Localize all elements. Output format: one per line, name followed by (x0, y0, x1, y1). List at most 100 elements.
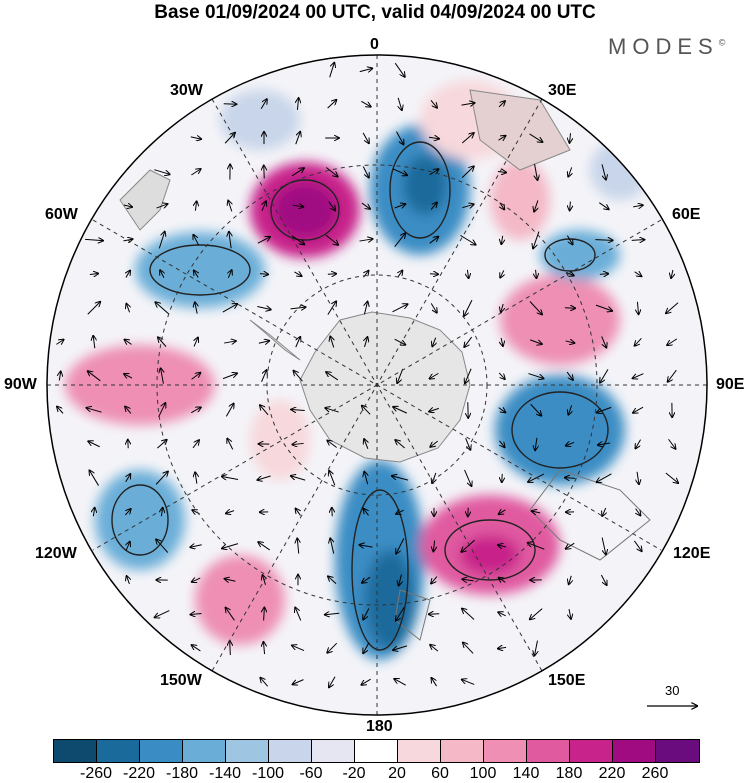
contour-line (351, 489, 409, 651)
wind-vector (125, 407, 132, 414)
colorbar-swatch (140, 740, 183, 762)
wind-vector (530, 339, 542, 344)
wind-vector (535, 437, 537, 450)
colorbar-tick-label: -140 (208, 765, 242, 782)
wind-vector (535, 640, 538, 656)
wind-vector (325, 234, 338, 245)
wind-vector (292, 645, 305, 652)
wind-vector (225, 579, 236, 582)
wind-vector (155, 472, 168, 485)
wind-vector (291, 409, 305, 410)
wind-vector (127, 576, 130, 585)
wind-vector (327, 274, 336, 275)
wind-vector (497, 172, 506, 173)
wind-vector (257, 237, 270, 244)
wind-vector (398, 271, 403, 278)
wind-vector (330, 538, 333, 554)
wind-vector (467, 269, 468, 278)
wind-vector (93, 336, 95, 349)
wind-vector (601, 336, 607, 347)
lon-label-0: 0 (370, 36, 379, 53)
wind-vector (460, 234, 475, 244)
colorbar-tick-label: -180 (165, 765, 199, 782)
wind-vector (222, 543, 239, 549)
wind-vector (325, 613, 340, 614)
anomaly-blob (95, 470, 185, 570)
wind-vector (392, 304, 407, 313)
lon-label-90w: 90W (4, 376, 37, 393)
colorbar-tick-label: 140 (512, 765, 540, 782)
wind-vector (464, 336, 473, 347)
wind-vector (462, 579, 474, 581)
colorbar-tick-label: -220 (122, 765, 156, 782)
lon-label-120e: 120E (673, 545, 711, 562)
wind-vector (260, 99, 267, 110)
wind-vector (566, 235, 572, 245)
wind-vector (230, 641, 231, 656)
colorbar-tick-label: 100 (469, 765, 497, 782)
lon-label-150w: 150W (160, 672, 202, 689)
wind-vector (297, 98, 298, 110)
new-zealand-coast (394, 589, 431, 641)
wind-vector (461, 166, 474, 178)
wind-vector (192, 578, 201, 582)
wind-vector (565, 341, 575, 343)
wind-vector (329, 676, 336, 688)
wind-vector (428, 137, 439, 138)
wind-vector (566, 542, 575, 549)
south-america-landmass (119, 169, 171, 231)
wind-vector (636, 508, 641, 516)
wind-vector (327, 642, 338, 653)
lon-label-30w: 30W (170, 82, 203, 99)
wind-vector (394, 679, 406, 686)
wind-vector (601, 164, 606, 179)
wind-vector (499, 440, 504, 447)
wind-vector (429, 274, 438, 275)
wind-vector (155, 610, 170, 618)
wind-vector (430, 303, 437, 312)
wind-vector (667, 338, 678, 345)
colorbar-tick-label: 260 (641, 765, 669, 782)
colorbar-tick-label: -60 (299, 765, 323, 782)
wind-vector (530, 403, 542, 415)
wind-vector (461, 539, 476, 552)
wind-vector (293, 679, 304, 685)
wind-vector (595, 240, 612, 241)
wind-vector (359, 239, 373, 241)
colorbar-swatch (269, 740, 312, 762)
wind-vector (292, 443, 304, 444)
wind-vector (528, 373, 543, 379)
wind-vector (258, 341, 269, 343)
wind-vector (364, 472, 367, 485)
wind-vector (257, 475, 271, 480)
wind-vector (295, 608, 302, 621)
wind-vector (396, 510, 405, 514)
wind-vector (160, 270, 164, 278)
wind-vector (194, 338, 198, 347)
colorbar-swatch (54, 740, 97, 762)
wind-vectors (56, 63, 678, 688)
wind-vector (432, 337, 435, 347)
colorbar-tick-label: 20 (388, 765, 406, 782)
anomaly-blob (250, 400, 310, 480)
colorbar-swatch (355, 740, 398, 762)
wind-vector (598, 202, 608, 210)
lon-label-30e: 30E (548, 82, 577, 99)
wind-vector (228, 201, 232, 212)
wind-vector (194, 271, 198, 278)
wind-vector (429, 237, 439, 244)
wind-vector (600, 574, 606, 585)
wind-vector (430, 100, 437, 107)
lon-label-150e: 150E (548, 672, 586, 689)
wind-vector (498, 101, 505, 108)
wind-vector (465, 368, 472, 383)
wind-vector (227, 439, 234, 450)
brand-logo: MODES© (608, 34, 726, 59)
australia-coast (529, 469, 651, 561)
colorbar (53, 739, 700, 763)
wind-vector (93, 508, 94, 517)
wind-vector (498, 408, 506, 413)
wind-vector (126, 304, 129, 313)
wind-vector (126, 271, 130, 278)
